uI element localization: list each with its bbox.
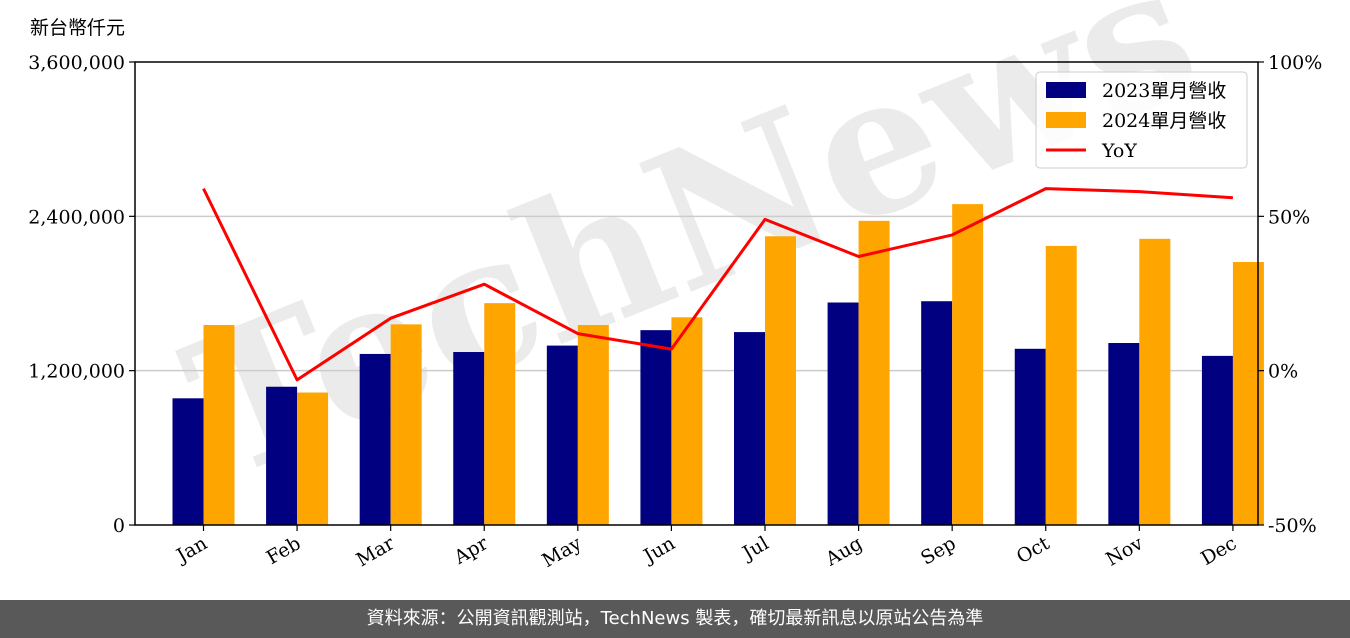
- x-tick-label: Jan: [171, 532, 211, 568]
- bar-2024-feb: [297, 392, 329, 525]
- bar-2023-aug: [827, 302, 859, 525]
- bar-2024-jun: [671, 317, 703, 525]
- bar-2024-apr: [484, 303, 516, 525]
- y-tick-label: 3,600,000: [28, 52, 125, 74]
- x-tick-label: Sep: [917, 532, 960, 569]
- legend-yoy-label: YoY: [1101, 140, 1137, 162]
- x-tick-label: Oct: [1013, 532, 1054, 568]
- legend-2024-label: 2024單月營收: [1102, 110, 1226, 132]
- y2-tick-label: 100%: [1268, 52, 1322, 74]
- bar-2023-oct: [1014, 348, 1046, 525]
- bar-2023-may: [546, 345, 578, 525]
- bar-2024-may: [577, 325, 609, 525]
- bar-2024-jan: [203, 325, 235, 525]
- bar-2024-oct: [1045, 245, 1077, 526]
- legend-2024-swatch: [1046, 112, 1086, 128]
- legend-2023-swatch: [1046, 82, 1086, 98]
- bar-2023-feb: [266, 386, 298, 525]
- bars: [172, 204, 1264, 526]
- plot-frame: [134, 61, 1259, 526]
- bar-2023-apr: [453, 352, 485, 525]
- bar-2024-mar: [390, 324, 422, 525]
- bar-2023-dec: [1201, 355, 1233, 525]
- y-tick-label: 2,400,000: [28, 206, 125, 228]
- y2-tick-label: -50%: [1268, 515, 1317, 537]
- bar-2024-jul: [765, 236, 796, 525]
- bar-2023-jan: [172, 398, 204, 525]
- legend: 2023單月營收 2024單月營收 YoY: [1035, 71, 1248, 169]
- y2-tick-label: 50%: [1268, 206, 1310, 228]
- x-tick-label: Aug: [821, 532, 866, 571]
- x-tick-label: Jul: [737, 532, 772, 565]
- y-axis-label: 新台幣仟元: [30, 17, 125, 39]
- bar-2023-jun: [640, 330, 672, 525]
- bar-2023-nov: [1108, 343, 1140, 525]
- bar-2024-nov: [1139, 238, 1171, 525]
- bar-2023-sep: [921, 301, 953, 525]
- y-tick-label: 1,200,000: [28, 361, 125, 383]
- source-footer: 資料來源：公開資訊觀測站，TechNews 製表，確切最新訊息以原站公告為準: [0, 600, 1350, 638]
- legend-2023-label: 2023單月營收: [1102, 80, 1226, 102]
- yoy-line-layer: [202, 187, 1233, 382]
- bar-2024-aug: [858, 220, 890, 525]
- bar-2023-jul: [734, 332, 765, 525]
- y2-tick-label: 0%: [1268, 361, 1298, 383]
- revenue-chart: TechNews 01,200,0002,400,0003,600,000-50…: [28, 0, 1322, 572]
- bar-2024-sep: [952, 204, 984, 525]
- bar-2023-mar: [359, 353, 391, 525]
- x-tick-label: Feb: [263, 532, 305, 569]
- x-tick-label: Jun: [638, 532, 679, 568]
- x-tick-label: Mar: [353, 532, 399, 571]
- y-tick-label: 0: [113, 515, 125, 537]
- x-tick-label: May: [538, 532, 585, 572]
- yoy-line: [202, 187, 1233, 382]
- x-tick-label: Apr: [450, 532, 493, 569]
- x-tick-label: Dec: [1197, 532, 1240, 570]
- legend-box: [1035, 71, 1248, 169]
- bar-2024-dec: [1232, 261, 1264, 525]
- x-tick-label: Nov: [1102, 532, 1147, 571]
